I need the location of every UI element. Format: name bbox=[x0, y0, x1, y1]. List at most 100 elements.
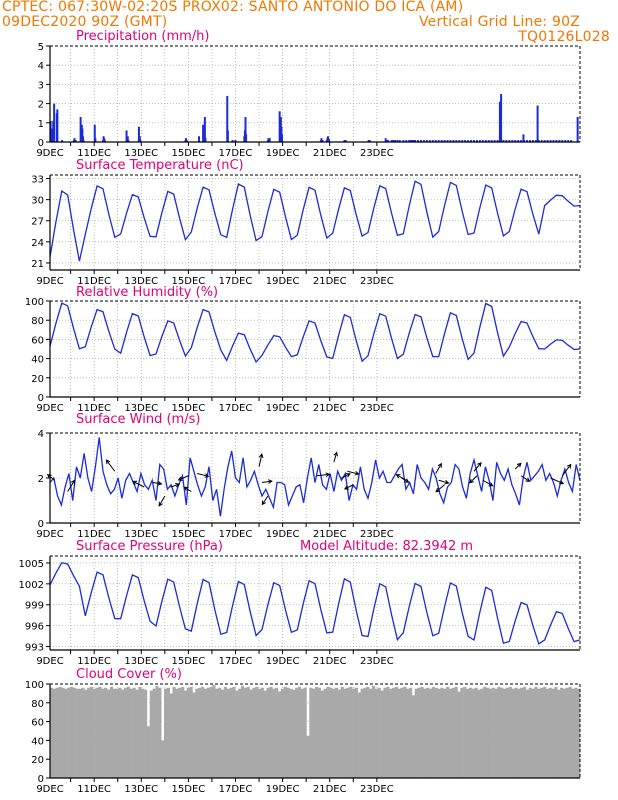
cloud-bar bbox=[203, 688, 208, 778]
precip-bar bbox=[420, 140, 422, 142]
wind-arrow bbox=[333, 452, 338, 463]
cloud-bar bbox=[252, 687, 256, 778]
cloud-bar bbox=[354, 687, 359, 778]
cloud-bar bbox=[78, 688, 82, 778]
precip-bar bbox=[487, 140, 490, 142]
cloud-bar bbox=[98, 686, 102, 778]
precip-bar bbox=[138, 136, 141, 142]
cloud-bar bbox=[186, 687, 190, 778]
cloud-bar bbox=[166, 687, 170, 778]
wind-arrow bbox=[473, 462, 482, 472]
wind-arrow bbox=[469, 475, 478, 484]
cloud-bar bbox=[300, 688, 304, 778]
x-tick-label: 13DEC bbox=[124, 148, 158, 159]
cloud-bar bbox=[480, 688, 484, 778]
series-line bbox=[49, 561, 581, 645]
x-tick-label: 21DEC bbox=[313, 403, 347, 414]
wind-arrow bbox=[550, 477, 564, 485]
precip-bar bbox=[536, 105, 539, 142]
x-tick-label: 11DEC bbox=[77, 276, 111, 287]
cloud-bar bbox=[554, 686, 558, 778]
wind-arrowhead bbox=[437, 462, 442, 468]
wind-arrow bbox=[435, 484, 445, 493]
cloud-bar bbox=[155, 685, 159, 778]
cloud-bar bbox=[557, 689, 561, 778]
cloud-bar bbox=[289, 688, 293, 778]
cloud-bar bbox=[84, 689, 88, 778]
cloud-bar bbox=[485, 687, 490, 778]
cloud-bar bbox=[411, 695, 416, 778]
cloud-bar bbox=[531, 688, 535, 778]
precip-bar bbox=[540, 140, 543, 142]
cloud-bar bbox=[394, 686, 398, 778]
x-tick-label: 15DEC bbox=[172, 276, 206, 287]
precip-bar bbox=[411, 140, 414, 142]
precip-bar bbox=[558, 140, 561, 142]
precip-bar bbox=[520, 140, 523, 142]
cloud-bar bbox=[428, 688, 433, 778]
cloud-bar bbox=[326, 686, 330, 778]
y-tick-label: 20 bbox=[31, 755, 44, 766]
y-tick-label: 60 bbox=[31, 335, 44, 346]
x-tick-label: 23DEC bbox=[360, 403, 394, 414]
precip-bar bbox=[422, 140, 425, 142]
y-tick-label: 24 bbox=[31, 238, 44, 249]
cloud-bar bbox=[124, 687, 128, 778]
y-tick-label: 3 bbox=[38, 80, 44, 91]
cloud-bar bbox=[443, 688, 447, 778]
precip-bar bbox=[281, 134, 284, 142]
precip-bar bbox=[185, 140, 188, 142]
header-date: 09DEC2020 90Z (GMT) bbox=[2, 14, 168, 30]
wind-arrowhead bbox=[404, 478, 410, 483]
cloud-bar bbox=[389, 688, 393, 778]
precip-bar bbox=[473, 140, 475, 142]
cloud-bar bbox=[454, 686, 458, 778]
cloud-bar bbox=[317, 687, 321, 778]
y-tick-label: 0 bbox=[38, 393, 44, 404]
precip-bar bbox=[425, 140, 428, 142]
cloud-bar bbox=[161, 740, 165, 778]
x-tick-label: 21DEC bbox=[313, 276, 347, 287]
cloud-bar bbox=[306, 735, 310, 778]
wind-arrowhead bbox=[516, 462, 522, 468]
cloud-bar bbox=[446, 686, 450, 778]
wind-arrow bbox=[396, 474, 407, 481]
wind-arrow bbox=[105, 459, 116, 472]
wind-arrow bbox=[197, 473, 209, 477]
y-tick-label: 60 bbox=[31, 718, 44, 729]
precip-bar bbox=[452, 140, 455, 142]
wind-arrowhead bbox=[175, 482, 181, 488]
wind-arrowhead bbox=[70, 479, 76, 485]
precip-bar bbox=[522, 134, 525, 142]
cloud-bar bbox=[431, 686, 435, 778]
cloud-bar bbox=[366, 686, 370, 778]
wind-arrowhead bbox=[435, 487, 441, 493]
cloud-bar bbox=[420, 686, 424, 778]
series-line bbox=[49, 302, 581, 364]
cloud-bar bbox=[315, 686, 319, 778]
cloud-bar bbox=[118, 687, 122, 778]
x-tick-label: 19DEC bbox=[266, 403, 300, 414]
wind-arrowhead bbox=[395, 474, 401, 479]
precip-bar bbox=[567, 140, 570, 142]
wind-arrowhead bbox=[258, 453, 264, 459]
wind-arrowhead bbox=[444, 479, 450, 485]
y-tick-label: 993 bbox=[25, 643, 44, 654]
precip-bar bbox=[392, 140, 395, 142]
panel-3: Surface Wind (m/s) 0 2 4 9DEC 11DEC 13DEC 15DEC… bbox=[36, 412, 581, 540]
wind-arrow bbox=[316, 473, 330, 477]
cloud-bar bbox=[568, 686, 572, 778]
cloud-bar bbox=[397, 688, 401, 778]
wind-arrowhead bbox=[525, 477, 531, 482]
precip-bar bbox=[245, 134, 248, 142]
cloud-bar bbox=[61, 687, 65, 778]
precip-bar bbox=[437, 140, 440, 142]
cloud-bar bbox=[309, 687, 313, 778]
y-tick-label: 27 bbox=[31, 217, 44, 228]
cloud-bar bbox=[386, 686, 390, 778]
precip-bar bbox=[53, 103, 56, 142]
cloud-bar bbox=[488, 688, 492, 778]
cloud-bar bbox=[417, 687, 421, 778]
cloud-bar bbox=[175, 688, 179, 778]
